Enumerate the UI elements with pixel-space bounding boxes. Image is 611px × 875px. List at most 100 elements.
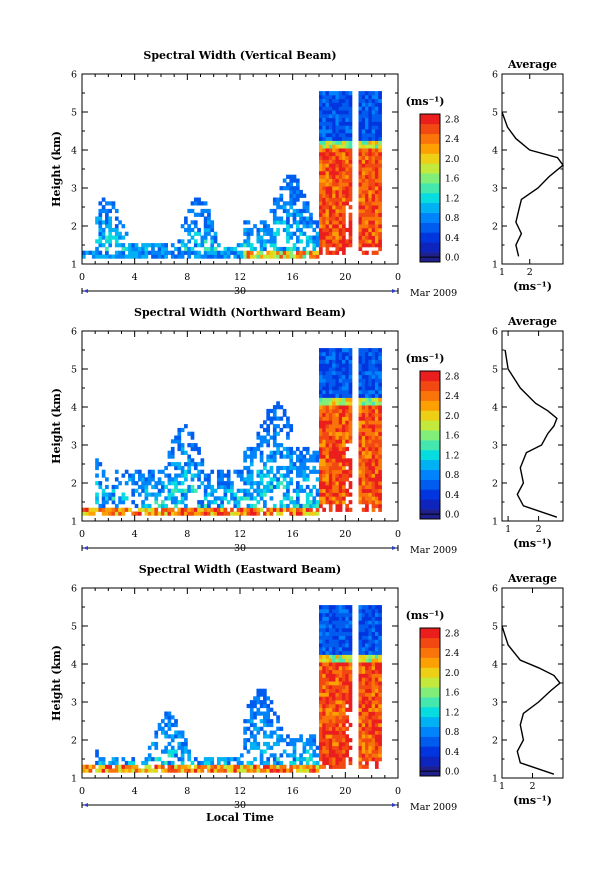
average-y-tick-label: 2 bbox=[492, 736, 498, 747]
y-tick-label: 4 bbox=[71, 403, 77, 414]
y-tick-label: 4 bbox=[71, 660, 77, 671]
colorbar-level bbox=[420, 192, 440, 204]
date-day-label: 30 bbox=[234, 800, 246, 811]
date-axis-arrow-right bbox=[392, 289, 397, 293]
colorbar: 0.0 0.4 0.8 1.2 1.6 2.0 2.4 2.8(ms⁻¹) bbox=[406, 95, 460, 264]
x-tick-label: 0 bbox=[395, 529, 401, 540]
colorbar-tick-label: 1.6 bbox=[445, 689, 460, 699]
y-tick-label: 2 bbox=[71, 736, 77, 747]
average-y-tick-label: 2 bbox=[492, 479, 498, 490]
x-tick-label: 12 bbox=[234, 272, 246, 283]
colorbar-level bbox=[420, 489, 440, 500]
y-tick-label: 5 bbox=[71, 365, 77, 376]
average-x-tick-label: 1 bbox=[505, 524, 511, 535]
x-tick-label: 20 bbox=[339, 786, 351, 797]
x-tick-label: 0 bbox=[79, 529, 85, 540]
colorbar-tick-label: 2.4 bbox=[445, 135, 460, 145]
colorbar-tick-label: 2.0 bbox=[445, 155, 460, 165]
colorbar-level bbox=[420, 143, 440, 154]
colorbar-level bbox=[420, 222, 440, 233]
colorbar-unit-label: (ms⁻¹) bbox=[406, 95, 445, 108]
y-tick-label: 1 bbox=[71, 517, 77, 528]
average-y-tick-label: 2 bbox=[492, 222, 498, 233]
colorbar-tick-label: 0.8 bbox=[445, 214, 460, 224]
average-title: Average bbox=[507, 58, 557, 71]
y-tick-label: 5 bbox=[71, 108, 77, 119]
average-y-tick-label: 6 bbox=[492, 327, 498, 338]
average-y-tick-label: 4 bbox=[492, 660, 498, 671]
colorbar-level bbox=[420, 242, 440, 253]
average-frame bbox=[501, 587, 564, 779]
colorbar-level bbox=[420, 706, 440, 718]
colorbar-tick-label: 2.8 bbox=[445, 115, 460, 125]
date-month-label: Mar 2009 bbox=[410, 802, 457, 813]
y-axis-label: Height (km) bbox=[50, 388, 63, 464]
colorbar-tick-label: 2.0 bbox=[445, 669, 460, 679]
colorbar-level bbox=[420, 687, 440, 698]
colorbar-level bbox=[420, 647, 440, 658]
x-tick-label: 8 bbox=[184, 529, 190, 540]
y-tick-label: 3 bbox=[71, 698, 77, 709]
colorbar-level bbox=[420, 380, 440, 392]
colorbar-level bbox=[420, 123, 440, 135]
average-x-tick-label: 2 bbox=[536, 524, 542, 535]
colorbar-level bbox=[420, 400, 440, 411]
y-tick-label: 2 bbox=[71, 222, 77, 233]
y-tick-label: 2 bbox=[71, 479, 77, 490]
colorbar-tick-label: 0.0 bbox=[445, 511, 460, 521]
panel-title: Spectral Width (Northward Beam) bbox=[134, 306, 346, 319]
colorbar-tick-label: 1.2 bbox=[445, 708, 459, 718]
colorbar-level bbox=[420, 469, 440, 480]
x-tick-label: 16 bbox=[287, 529, 299, 540]
average-y-tick-label: 5 bbox=[492, 622, 498, 633]
colorbar-tick-label: 0.8 bbox=[445, 471, 460, 481]
colorbar-unit-label: (ms⁻¹) bbox=[406, 609, 445, 622]
x-tick-label: 4 bbox=[132, 786, 138, 797]
colorbar-level bbox=[420, 697, 440, 708]
colorbar-tick-label: 1.2 bbox=[445, 451, 459, 461]
average-x-tick-label: 2 bbox=[529, 781, 535, 792]
average-y-tick-label: 3 bbox=[492, 184, 498, 195]
colorbar: 0.0 0.4 0.8 1.2 1.6 2.0 2.4 2.8(ms⁻¹) bbox=[406, 609, 460, 778]
colorbar-tick-label: 1.6 bbox=[445, 175, 460, 185]
colorbar-level bbox=[420, 202, 440, 213]
y-axis-label: Height (km) bbox=[50, 131, 63, 207]
colorbar-level bbox=[420, 667, 440, 678]
colorbar-level bbox=[420, 183, 440, 194]
x-tick-label: 20 bbox=[339, 529, 351, 540]
x-tick-label: 0 bbox=[79, 272, 85, 283]
heatmap-cells bbox=[82, 348, 382, 516]
panel-title: Spectral Width (Vertical Beam) bbox=[143, 49, 336, 62]
x-tick-label: 4 bbox=[132, 272, 138, 283]
x-axis-label: Local Time bbox=[206, 811, 274, 824]
average-y-tick-label: 4 bbox=[492, 403, 498, 414]
y-tick-label: 6 bbox=[71, 584, 77, 595]
colorbar-frame bbox=[419, 627, 441, 777]
colorbar-level bbox=[420, 430, 440, 441]
date-axis-arrow-right bbox=[392, 546, 397, 550]
x-tick-label: 16 bbox=[287, 786, 299, 797]
colorbar-level bbox=[420, 459, 440, 470]
average-y-tick-label: 5 bbox=[492, 365, 498, 376]
average-line bbox=[501, 625, 561, 775]
x-tick-label: 8 bbox=[184, 272, 190, 283]
date-axis-arrow-left bbox=[83, 803, 88, 807]
colorbar-level bbox=[420, 449, 440, 461]
y-tick-label: 1 bbox=[71, 260, 77, 271]
date-month-label: Mar 2009 bbox=[410, 545, 457, 556]
average-x-tick-label: 1 bbox=[499, 267, 505, 278]
colorbar-level bbox=[420, 677, 440, 688]
colorbar-level bbox=[420, 133, 440, 144]
colorbar-tick-label: 0.0 bbox=[445, 768, 460, 778]
colorbar-tick-label: 2.8 bbox=[445, 372, 460, 382]
x-tick-label: 16 bbox=[287, 272, 299, 283]
y-tick-label: 1 bbox=[71, 774, 77, 785]
y-tick-label: 3 bbox=[71, 184, 77, 195]
average-frame bbox=[501, 73, 564, 265]
colorbar-level bbox=[420, 657, 440, 668]
y-tick-label: 4 bbox=[71, 146, 77, 157]
average-profile: 1 2 3 4 5 6 1 2 Average (ms⁻¹) bbox=[492, 572, 564, 807]
